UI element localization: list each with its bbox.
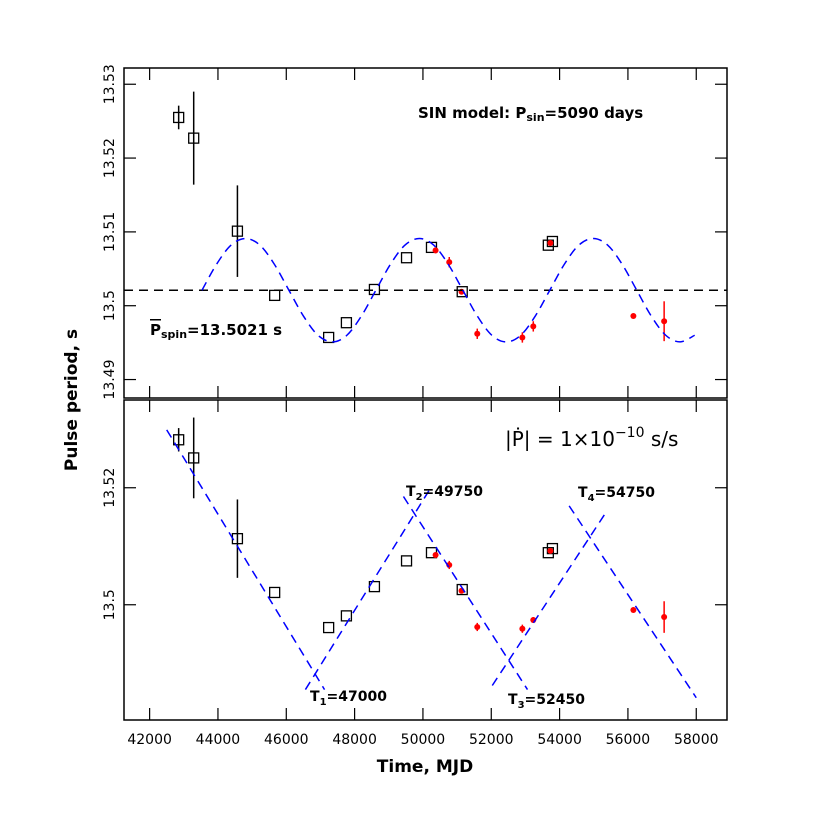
annotation-part: =5090 days — [545, 104, 644, 122]
annotation: |Ṗ| = 1×10−10 s/s — [505, 425, 678, 451]
data-point — [322, 621, 335, 634]
data-point — [630, 313, 637, 320]
x-tick-label: 52000 — [469, 732, 514, 748]
annotation-part: T — [578, 485, 588, 501]
data-point — [661, 318, 668, 325]
annotation-part: spin — [161, 328, 187, 341]
y-tick-label: 13.52 — [102, 138, 118, 178]
x-tick-label: 46000 — [264, 732, 309, 748]
annotation-part: =13.5021 s — [187, 321, 282, 339]
annotation-part: 2 — [416, 492, 423, 503]
data-point — [432, 552, 439, 559]
annotation-part: 1 — [320, 697, 327, 708]
x-tick-label: 42000 — [127, 732, 172, 748]
data-point — [530, 323, 537, 330]
data-point — [547, 547, 554, 554]
data-point — [400, 252, 413, 264]
model-line — [402, 496, 529, 690]
x-tick-label: 50000 — [401, 732, 446, 748]
annotation: SIN model: Psin=5090 days — [418, 104, 643, 125]
data-point — [269, 289, 281, 302]
annotation-part: 3 — [518, 700, 525, 711]
data-point — [188, 132, 200, 144]
y-tick-label: 13.49 — [102, 359, 118, 399]
data-point — [340, 610, 353, 622]
y-tick-label: 13.5 — [102, 290, 118, 321]
data-point — [231, 225, 244, 237]
annotation-part: T — [406, 484, 416, 500]
data-point — [474, 623, 481, 630]
x-tick-label: 48000 — [332, 732, 377, 748]
data-point — [519, 334, 526, 341]
data-point — [661, 614, 668, 621]
data-point — [546, 235, 559, 248]
data-point — [269, 586, 281, 599]
plot-frame — [123, 67, 728, 399]
data-point — [456, 286, 468, 298]
data-point — [519, 625, 526, 632]
annotation-part: SIN model: P — [418, 104, 526, 122]
annotation-part: sin — [526, 111, 544, 124]
data-point — [456, 583, 468, 596]
annotation-part: =52450 — [525, 692, 586, 708]
annotation: T1=47000 — [310, 689, 387, 708]
annotation-part: T — [310, 689, 320, 705]
model-line — [568, 505, 697, 699]
annotation-part: P — [150, 321, 161, 339]
annotation-part: |Ṗ| = 1×10 — [505, 427, 615, 451]
y-tick-label: 13.52 — [102, 468, 118, 508]
data-point — [542, 547, 554, 559]
x-tick-label: 58000 — [674, 732, 719, 748]
x-axis-label: Time, MJD — [377, 757, 473, 777]
data-point — [474, 330, 481, 337]
annotation: T4=54750 — [578, 485, 655, 504]
y-tick-label: 13.51 — [102, 212, 118, 252]
x-tick-label: 54000 — [537, 732, 582, 748]
annotation: Pspin=13.5021 s — [150, 321, 282, 342]
data-point — [340, 317, 353, 329]
data-point — [546, 542, 559, 555]
data-point — [400, 555, 413, 567]
x-tick-label: 56000 — [606, 732, 651, 748]
data-point — [432, 247, 439, 254]
data-point — [173, 111, 185, 124]
annotation: T2=49750 — [406, 484, 483, 503]
data-point — [446, 259, 453, 266]
x-tick-label: 44000 — [196, 732, 241, 748]
model-line — [491, 511, 608, 686]
annotation-part: =47000 — [327, 689, 388, 705]
annotation-part: −10 — [615, 425, 645, 441]
plot-frame — [123, 399, 728, 721]
data-point — [547, 239, 554, 246]
data-point — [542, 239, 554, 251]
annotation-part: s/s — [645, 427, 679, 451]
annotation-part: =49750 — [423, 484, 484, 500]
model-line — [166, 429, 326, 690]
annotation: T3=52450 — [508, 692, 585, 711]
model-line — [201, 237, 696, 343]
data-point — [173, 434, 185, 446]
annotation-part: T — [508, 692, 518, 708]
data-point — [188, 452, 200, 464]
annotation-part: 4 — [588, 493, 595, 504]
y-tick-label: 13.53 — [102, 64, 118, 104]
y-axis-label: Pulse period, s — [62, 329, 82, 471]
annotation-part: =54750 — [595, 485, 656, 501]
data-point — [322, 331, 335, 344]
model-line — [304, 486, 433, 690]
data-point — [630, 607, 637, 614]
y-tick-label: 13.5 — [102, 589, 118, 620]
